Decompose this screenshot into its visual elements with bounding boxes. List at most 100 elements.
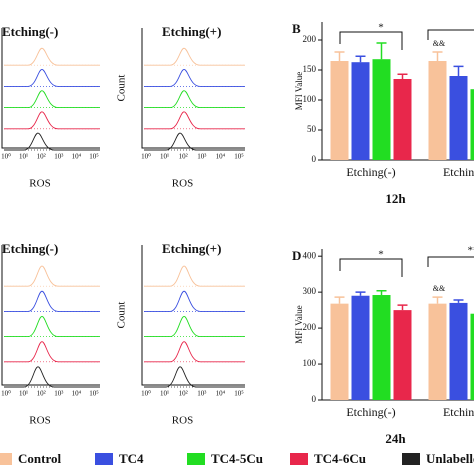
- annotation: &&: [433, 39, 446, 48]
- x-tick-label: 10¹: [19, 390, 28, 398]
- axis: [1, 245, 100, 386]
- error-bar: [334, 296, 345, 304]
- subtitle: 12h: [385, 191, 406, 206]
- x-tick-label: 10⁰: [141, 390, 151, 398]
- error-bar: [397, 73, 408, 79]
- histogram-trace: [144, 47, 245, 66]
- y-tick-label: 50: [307, 124, 317, 134]
- histogram-trace: [144, 111, 245, 130]
- error-bar: [453, 65, 464, 76]
- histogram-trace: [4, 341, 100, 363]
- bar: [470, 313, 474, 400]
- x-tick-label: 10⁰: [141, 153, 151, 161]
- histogram-trace: [144, 90, 245, 109]
- panel-label: B: [292, 21, 301, 36]
- error-bar: [355, 55, 366, 63]
- x-tick-label: 10³: [197, 390, 206, 398]
- histogram-trace: [144, 265, 245, 287]
- error-bar: [432, 296, 443, 304]
- error-bar: [432, 51, 443, 61]
- error-bar: [376, 289, 387, 296]
- bar: [372, 295, 391, 400]
- x-tick-label: 10⁴: [216, 153, 226, 161]
- x-tick-label: 10⁴: [72, 153, 82, 161]
- bar: [449, 302, 468, 400]
- x-tick-label: 10²: [37, 390, 46, 398]
- annotation: *: [378, 249, 384, 261]
- panel-title: Etching(-): [2, 241, 58, 256]
- histogram-trace: [4, 90, 100, 109]
- y-tick-label: 100: [303, 94, 317, 104]
- bar: [330, 61, 349, 160]
- x-tick-label: 10²: [37, 153, 46, 161]
- x-tick-label: 10⁴: [216, 390, 226, 398]
- x-tick-label: 10¹: [19, 153, 28, 161]
- y-tick-label: 400: [303, 250, 317, 260]
- x-tick-label: 10⁴: [72, 390, 82, 398]
- bracket: [427, 256, 474, 267]
- histogram-trace: [4, 366, 100, 388]
- axis-label: ROS: [29, 178, 50, 190]
- x-tick-label: 10¹: [160, 153, 169, 161]
- y-tick-label: 0: [312, 154, 317, 164]
- x-tick-label: Etching(-): [346, 405, 395, 419]
- x-tick-label: 10²: [179, 153, 188, 161]
- x-tick-label: 10⁵: [89, 390, 99, 398]
- legend-label: TC4-6Cu: [314, 451, 366, 466]
- bar: [393, 79, 412, 160]
- histogram-trace: [144, 341, 245, 363]
- bar: [470, 89, 474, 160]
- x-tick-label: 10⁵: [89, 153, 99, 161]
- x-tick-label: 10¹: [160, 390, 169, 398]
- panel-title: Etching(+): [162, 241, 221, 256]
- error-bar: [453, 299, 464, 303]
- histogram-trace: [4, 315, 100, 338]
- bar: [351, 295, 370, 400]
- histogram-trace: [144, 366, 245, 388]
- x-tick-label: 10⁵: [234, 153, 244, 161]
- histogram-trace: [144, 132, 245, 151]
- panel-title: Etching(+): [162, 24, 221, 39]
- bar: [351, 62, 370, 161]
- x-tick-label: Etching(-): [346, 165, 395, 179]
- bar: [428, 303, 447, 400]
- y-axis-label: MFI Value: [294, 72, 304, 111]
- bracket: [339, 258, 403, 277]
- y-tick-label: 0: [312, 394, 317, 404]
- y-tick-label: 300: [303, 286, 317, 296]
- axis: [1, 28, 100, 149]
- y-tick-label: 200: [303, 322, 317, 332]
- x-tick-label: 10²: [179, 390, 188, 398]
- panel-label: D: [292, 248, 301, 263]
- histogram-trace: [4, 111, 100, 130]
- axis-label: ROS: [172, 178, 193, 190]
- legend-swatch: [95, 453, 113, 465]
- legend-label: TC4-5Cu: [211, 451, 263, 466]
- histogram-trace: [144, 315, 245, 338]
- bar: [393, 310, 412, 400]
- histogram-trace: [4, 47, 100, 66]
- panel-title: Etching(-): [2, 24, 58, 39]
- x-tick-label: 10³: [54, 390, 63, 398]
- legend-label: TC4: [119, 451, 144, 466]
- y-tick-label: 100: [303, 358, 317, 368]
- bracket: [427, 29, 474, 40]
- legend-swatch: [402, 453, 420, 465]
- bar: [372, 59, 391, 161]
- axis-label: ROS: [172, 415, 193, 427]
- histogram-trace: [4, 265, 100, 287]
- legend-swatch: [290, 453, 308, 465]
- error-bar: [397, 304, 408, 311]
- axis-label: Count: [116, 75, 128, 102]
- axis-label: ROS: [29, 415, 50, 427]
- error-bar: [334, 51, 345, 61]
- x-tick-label: Etching(+): [443, 405, 474, 419]
- histogram-trace: [4, 68, 100, 87]
- error-bar: [376, 42, 387, 60]
- annotation: **: [468, 245, 474, 257]
- axis: [141, 28, 245, 149]
- annotation: &&: [433, 284, 446, 293]
- bracket: [339, 31, 403, 50]
- x-tick-label: 10³: [54, 153, 63, 161]
